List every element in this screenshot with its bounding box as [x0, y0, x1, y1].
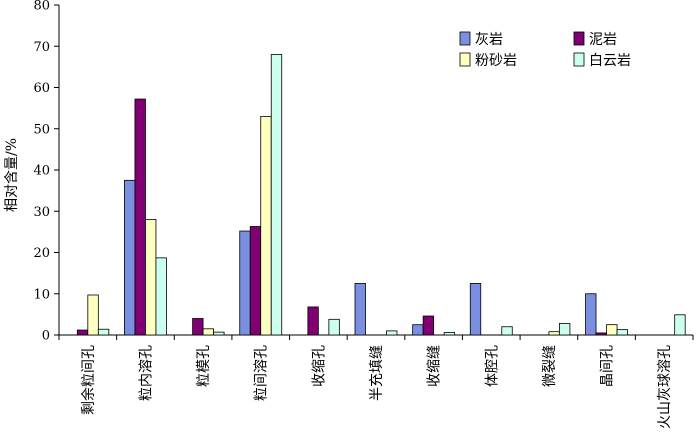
x-category-label: 微裂缝 — [542, 345, 558, 387]
x-category-label: 火山灰球溶孔 — [657, 345, 673, 429]
bar — [616, 329, 628, 336]
y-tick-label: 50 — [33, 122, 50, 137]
x-category-label: 粒内溶孔 — [139, 345, 155, 401]
bar — [443, 332, 456, 336]
y-tick-label: 30 — [33, 205, 50, 220]
x-category-label: 收缩缝 — [427, 345, 443, 387]
bar — [307, 306, 319, 336]
legend-swatch — [459, 52, 471, 67]
category-labels: 剩余粒间孔 粒内溶孔 粒模孔 粒间溶孔 收缩孔 半充填缝 收缩缝 体腔孔 微裂缝 晶间孔 火山灰球溶… — [80, 345, 673, 429]
bar — [270, 54, 283, 336]
bar — [354, 283, 366, 336]
legend-swatch — [573, 31, 585, 46]
x-category-label: 收缩孔 — [311, 345, 327, 387]
bar — [412, 324, 424, 336]
bar — [249, 226, 262, 336]
legend-label: 粉砂岩 — [475, 53, 517, 69]
bar — [260, 115, 272, 336]
x-category-label: 粒模孔 — [196, 345, 212, 387]
bar — [469, 283, 482, 336]
bar — [606, 324, 618, 336]
bar — [97, 328, 110, 336]
x-category-label: 体腔孔 — [484, 345, 500, 387]
bar — [192, 318, 204, 336]
bar — [585, 293, 597, 336]
x-category-label: 粒间溶孔 — [254, 345, 270, 401]
bar — [134, 98, 146, 336]
x-category-label: 剩余粒间孔 — [80, 345, 97, 415]
bar — [422, 315, 435, 336]
y-tick-label: 60 — [33, 81, 50, 96]
bars — [76, 54, 686, 336]
bar — [386, 330, 398, 336]
x-category-label: 晶间孔 — [600, 345, 616, 387]
bar — [145, 219, 157, 336]
y-tick-label: 10 — [33, 287, 50, 302]
bar — [76, 329, 89, 336]
tick-labels: 0 10 20 30 40 50 60 70 80 — [33, 0, 50, 344]
bar — [328, 318, 340, 336]
bar — [559, 323, 571, 336]
bar — [548, 331, 560, 336]
legend-label: 灰岩 — [475, 32, 503, 48]
bar — [213, 331, 225, 336]
bar — [501, 326, 513, 336]
legend-label: 白云岩 — [589, 53, 631, 69]
y-tick-label: 80 — [33, 0, 50, 14]
bar — [595, 332, 607, 336]
bar — [124, 179, 136, 336]
legend-swatch — [459, 31, 471, 46]
bar — [674, 314, 686, 336]
x-category-label: 半充填缝 — [369, 345, 385, 401]
bar — [155, 257, 167, 336]
bar — [202, 328, 214, 336]
legend-label: 泥岩 — [589, 32, 617, 48]
bar — [87, 294, 99, 336]
y-axis-title: 相对含量/% — [4, 138, 20, 212]
bar — [239, 230, 251, 336]
y-tick-label: 40 — [33, 164, 50, 179]
y-tick-label: 20 — [33, 246, 50, 261]
y-tick-label: 0 — [42, 329, 50, 344]
y-tick-label: 70 — [33, 40, 50, 55]
legend-swatch — [573, 52, 585, 67]
